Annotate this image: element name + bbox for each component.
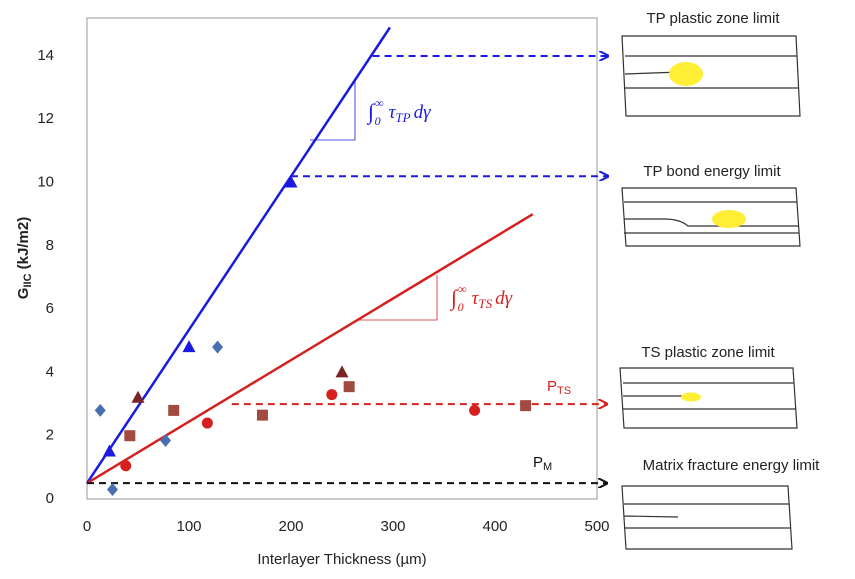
- point: [124, 430, 135, 441]
- panel-title: TS plastic zone limit: [641, 344, 775, 361]
- y-tick-label: 12: [37, 110, 54, 127]
- point: [326, 389, 337, 400]
- y-label-sub: IIC: [22, 273, 34, 287]
- plot-frame: [87, 18, 597, 499]
- limit-label-sub: TS: [557, 385, 571, 397]
- y-tick-label: 4: [46, 363, 54, 380]
- x-tick-label: 0: [83, 518, 91, 535]
- x-tick-label: 300: [380, 518, 405, 535]
- point: [120, 460, 131, 471]
- y-label-unit: (kJ/m2): [15, 217, 32, 274]
- figure: TP plastic zone limit TP bond energy lim…: [0, 0, 855, 574]
- y-tick-label: 6: [46, 300, 54, 317]
- x-tick-label: 400: [482, 518, 507, 535]
- panel-title: Matrix fracture energy limit: [643, 457, 821, 474]
- point: [168, 405, 179, 416]
- point: [103, 445, 116, 457]
- point: [469, 405, 480, 416]
- y-label-main: G: [15, 288, 32, 300]
- integral-lower: 0: [458, 300, 464, 314]
- integral-upper: ∞: [375, 96, 384, 110]
- y-tick-label: 8: [46, 237, 54, 254]
- point: [95, 404, 106, 417]
- point: [212, 341, 223, 354]
- limit-label-main: P: [533, 454, 543, 471]
- integral-tail: dγ: [495, 288, 513, 309]
- point: [132, 391, 145, 403]
- y-tick-label: 14: [37, 47, 54, 64]
- integral-lower: 0: [375, 114, 381, 128]
- x-tick-label: 200: [278, 518, 303, 535]
- y-tick-label: 10: [37, 174, 54, 191]
- x-tick-label: 100: [176, 518, 201, 535]
- point: [344, 381, 355, 392]
- y-tick-label: 0: [46, 490, 54, 507]
- point: [107, 483, 118, 496]
- point: [202, 418, 213, 429]
- fit-line: [87, 27, 390, 483]
- limit-label-sub: M: [543, 461, 552, 473]
- fit-line: [87, 214, 533, 483]
- point: [336, 365, 349, 377]
- point: [160, 434, 171, 447]
- x-axis-label: Interlayer Thickness (µm): [257, 551, 426, 568]
- limit-label-main: P: [547, 378, 557, 395]
- integral-sub: TS: [478, 296, 492, 311]
- integral-upper: ∞: [458, 282, 467, 296]
- y-tick-label: 2: [46, 427, 54, 444]
- x-tick-label: 500: [584, 518, 609, 535]
- panel-title: TP plastic zone limit: [646, 10, 780, 27]
- point: [183, 340, 196, 352]
- limit-label: PTS: [547, 378, 571, 397]
- point: [520, 400, 531, 411]
- integral-sub: TP: [395, 110, 410, 125]
- point: [257, 410, 268, 421]
- panel-title: TP bond energy limit: [643, 163, 781, 180]
- y-axis-label: GIIC (kJ/m2): [15, 217, 34, 299]
- integral-tail: dγ: [414, 102, 432, 123]
- limit-label: PM: [533, 454, 552, 473]
